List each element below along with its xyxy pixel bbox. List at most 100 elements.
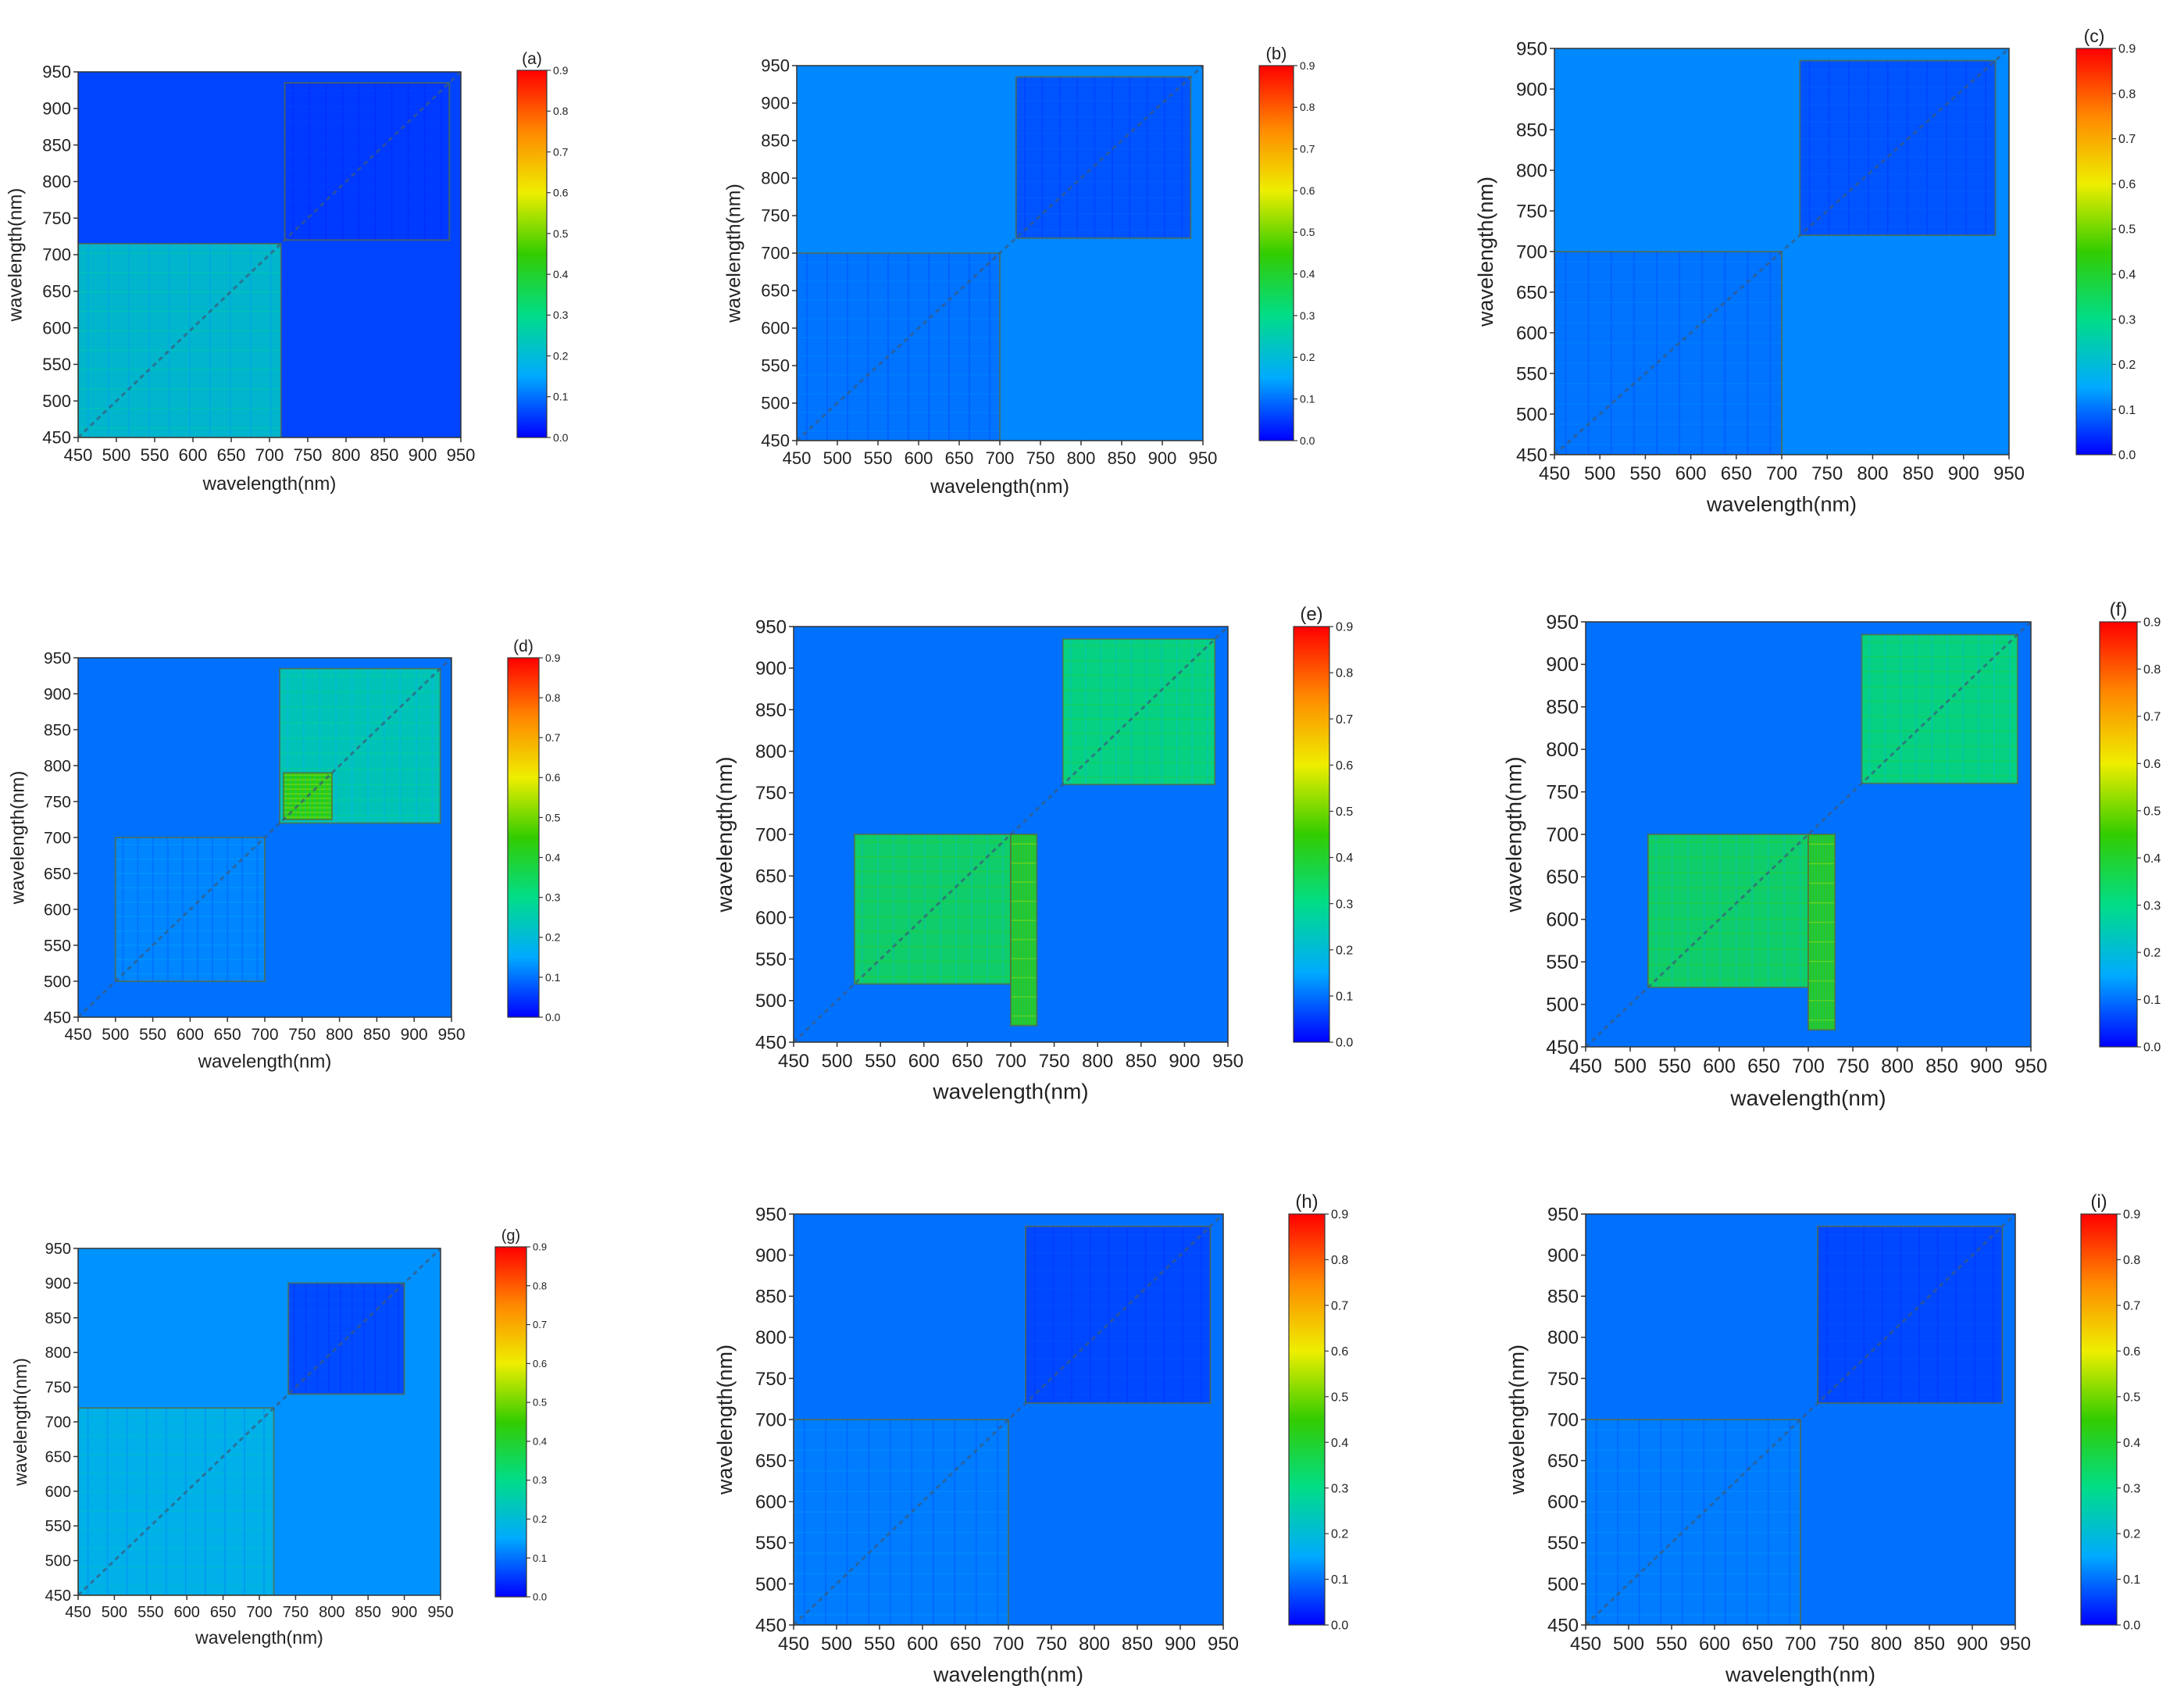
colorbar-tick-label: 0.0 (1336, 1037, 1353, 1050)
x-tick-label: 700 (1792, 1055, 1825, 1077)
colorbar-tick-label: 0.2 (1300, 351, 1315, 363)
colorbar-tick-label: 0.6 (1300, 184, 1315, 197)
y-tick-label: 650 (45, 1448, 71, 1466)
colorbar: 0.0 0.1 0.2 0.3 0.4 0.5 0.6 0.7 0.8 0.9 (516, 64, 569, 444)
colorbar-tick-label: 0.6 (533, 1358, 547, 1370)
x-tick-label: 600 (908, 1051, 940, 1072)
y-tick-label: 900 (44, 685, 71, 703)
block-contour (279, 667, 441, 824)
y-tick-label: 650 (755, 1451, 787, 1472)
heatmap-area (794, 627, 1228, 1042)
x-tick-label: 700 (1785, 1634, 1816, 1655)
x-tick-label: 850 (1903, 463, 1934, 484)
x-tick-label: 900 (1948, 463, 1979, 484)
y-tick-label: 500 (1546, 994, 1579, 1016)
colorbar-tick-label: 0.7 (1336, 713, 1353, 727)
colorbar-tick-label: 0.4 (2118, 268, 2136, 281)
colorbar-tick-label: 0.7 (1331, 1299, 1348, 1312)
y-tick-label: 550 (45, 1518, 71, 1535)
y-tick-label: 700 (1547, 1409, 1579, 1430)
colorbar-tick-label: 0.7 (2143, 710, 2161, 723)
colorbar-tick-label: 0.0 (1331, 1620, 1348, 1633)
block-contour (287, 1282, 405, 1395)
block-contour (284, 82, 451, 241)
x-tick-label: 950 (1189, 448, 1218, 468)
panel-label: (c) (2084, 26, 2105, 46)
colorbar: 0.0 0.1 0.2 0.3 0.4 0.5 0.6 0.7 0.8 0.9 (1293, 621, 1353, 1050)
x-tick-label: 900 (391, 1604, 417, 1621)
y-tick-label: 950 (1516, 38, 1547, 59)
colorbar-tick-label: 0.5 (1300, 226, 1315, 238)
x-tick-label: 950 (1212, 1051, 1244, 1072)
colorbar: 0.0 0.1 0.2 0.3 0.4 0.5 0.6 0.7 0.8 0.9 (2080, 1209, 2140, 1633)
y-tick-label: 700 (1546, 824, 1579, 846)
colorbar-tick-label: 0.4 (533, 1435, 547, 1447)
y-tick-label: 800 (1516, 160, 1547, 181)
colorbar-tick-label: 0.1 (553, 391, 569, 403)
heatmap-area (797, 66, 1203, 441)
x-tick-label: 750 (1811, 463, 1843, 484)
x-axis-label: wavelength(nm) (933, 1662, 1083, 1686)
x-tick-label: 850 (1108, 448, 1137, 468)
x-tick-label: 850 (355, 1604, 381, 1621)
colorbar: 0.0 0.1 0.2 0.3 0.4 0.5 0.6 0.7 0.8 0.9 (494, 1241, 547, 1603)
x-tick-label: 650 (1742, 1634, 1773, 1655)
colorbar-tick-label: 0.5 (2143, 805, 2161, 818)
colorbar-tick-label: 0.1 (2118, 404, 2136, 417)
y-tick-label: 550 (42, 355, 71, 374)
x-tick-label: 950 (1993, 463, 2025, 484)
y-tick-label: 850 (45, 1310, 71, 1327)
x-axis-label: wavelength(nm) (194, 1627, 323, 1648)
panel-i: 450 500 550 600 650 700 750 800 850 900 950 450 500 5… (1505, 1191, 2141, 1686)
colorbar-tick-label: 0.6 (1336, 759, 1353, 773)
y-tick-label: 450 (44, 1009, 71, 1027)
y-tick-label: 950 (761, 56, 790, 76)
y-tick-label: 700 (755, 824, 787, 845)
heatmap-block (1554, 252, 1782, 455)
x-tick-label: 800 (1871, 1634, 1902, 1655)
y-tick-label: 700 (45, 1414, 71, 1431)
block-contour (1817, 1225, 2004, 1404)
y-tick-label: 650 (755, 866, 787, 887)
colorbar-tick-label: 0.0 (533, 1591, 547, 1603)
y-axis-label: wavelength(nm) (10, 1358, 30, 1487)
x-tick-label: 500 (102, 445, 131, 465)
x-tick-label: 850 (370, 445, 399, 465)
x-axis-label: wavelength(nm) (1725, 1662, 1875, 1686)
x-tick-label: 550 (864, 1634, 895, 1655)
x-tick-label: 650 (210, 1604, 236, 1621)
y-tick-label: 900 (45, 1275, 71, 1292)
x-tick-label: 550 (1658, 1055, 1691, 1077)
colorbar-tick-label: 0.8 (2118, 87, 2136, 101)
colorbar: 0.0 0.1 0.2 0.3 0.4 0.5 0.6 0.7 0.8 0.9 (1258, 59, 1315, 447)
colorbar-tick-label: 0.2 (545, 931, 561, 944)
colorbar-tick-label: 0.3 (1336, 898, 1353, 911)
x-tick-label: 900 (401, 1026, 428, 1044)
colorbar-tick-label: 0.3 (1300, 309, 1315, 322)
x-tick-label: 500 (821, 1634, 852, 1655)
x-tick-label: 600 (179, 445, 208, 465)
y-axis-label: wavelength(nm) (723, 184, 744, 323)
y-tick-label: 450 (755, 1615, 787, 1636)
x-tick-label: 700 (255, 445, 284, 465)
heatmap-area (794, 1214, 1223, 1625)
y-tick-label: 850 (755, 700, 787, 721)
colorbar-tick-label: 0.3 (533, 1474, 547, 1486)
diagonal-line (797, 66, 1203, 441)
x-tick-label: 800 (1067, 448, 1096, 468)
y-axis-label: wavelength(nm) (1505, 1345, 1529, 1495)
x-tick-label: 750 (283, 1604, 309, 1621)
heatmap-area (78, 658, 451, 1017)
y-tick-label: 450 (1546, 1037, 1579, 1059)
panel-b: 450 500 550 600 650 700 750 800 850 900 950 450 500 5… (723, 44, 1315, 498)
x-tick-label: 550 (1656, 1634, 1687, 1655)
block-contour (1808, 834, 1836, 1031)
colorbar-tick-label: 0.2 (2123, 1528, 2140, 1541)
y-tick-label: 450 (45, 1587, 71, 1605)
y-axis-label: wavelength(nm) (713, 1345, 737, 1495)
y-tick-label: 750 (42, 209, 71, 228)
y-tick-label: 700 (44, 829, 71, 847)
heatmap-area (78, 1248, 441, 1595)
x-tick-label: 500 (1584, 463, 1615, 484)
y-tick-label: 950 (1546, 612, 1579, 634)
